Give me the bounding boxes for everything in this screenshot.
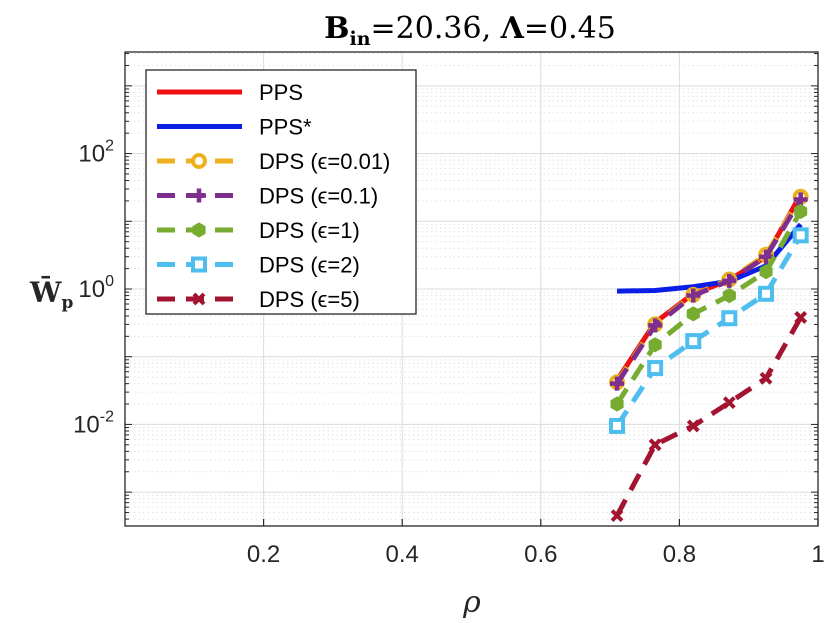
marker-plus <box>648 318 663 333</box>
x-tick-label: 0.6 <box>524 541 557 568</box>
x-tick-label: 0.4 <box>386 541 419 568</box>
marker-plus <box>722 273 737 288</box>
series-4 <box>610 203 808 412</box>
legend-label: DPS (ϵ=5) <box>259 287 360 312</box>
legend: PPS PPS* DPS (ϵ=0.01) DPS (ϵ=0.1) DPS (ϵ=1) D… <box>145 69 417 315</box>
legend-label: DPS (ϵ=0.01) <box>259 149 390 174</box>
marker-square <box>685 333 702 350</box>
series-5 <box>609 227 809 434</box>
marker-square <box>792 227 809 244</box>
marker-x <box>686 419 700 433</box>
series-layer <box>609 188 809 523</box>
marker-x <box>794 311 808 324</box>
marker-square <box>609 417 626 434</box>
marker-square <box>758 285 775 302</box>
title-sub-in: in <box>350 28 371 50</box>
x-tick-label: 1 <box>811 541 824 568</box>
marker-hexagon <box>794 203 808 219</box>
series-3 <box>610 192 808 391</box>
y-axis-label: W̄p <box>29 275 73 313</box>
marker-x <box>610 509 624 523</box>
y-tick-label: 10-2 <box>73 408 114 438</box>
title-lambda: Λ <box>500 11 525 46</box>
series-6 <box>610 311 808 523</box>
marker-hexagon <box>722 288 736 304</box>
title-b: B <box>324 11 349 46</box>
marker-plus <box>759 249 774 264</box>
grid <box>125 52 818 526</box>
series-line <box>614 234 803 428</box>
series-line <box>614 198 803 386</box>
marker-square <box>721 310 738 327</box>
chart-title: Bin=20.36, Λ=0.45 <box>324 11 616 50</box>
x-tick-label: 0.2 <box>247 541 280 568</box>
axis-ticks: 0.2 0.4 0.6 0.8 1 102 100 10-2 <box>73 53 825 568</box>
legend-label: DPS (ϵ=0.1) <box>259 184 378 209</box>
series-line <box>614 210 803 406</box>
marker-plus <box>192 188 206 203</box>
marker-hexagon <box>192 222 206 238</box>
series-line <box>614 316 803 517</box>
legend-box <box>145 69 417 315</box>
y-axis-label-main: W̄ <box>29 275 62 309</box>
title-eq1: =20.36, <box>371 11 501 46</box>
y-axis-label-sub: p <box>61 293 73 313</box>
legend-label: PPS <box>259 80 303 105</box>
marker-plus <box>610 376 625 391</box>
y-tick-label: 100 <box>78 273 114 303</box>
legend-label: PPS* <box>259 115 312 140</box>
marker-hexagon <box>759 264 773 280</box>
marker-x <box>759 371 773 385</box>
marker-hexagon <box>648 337 662 353</box>
marker-x <box>192 292 206 306</box>
marker-square <box>191 256 207 273</box>
legend-label: DPS (ϵ=2) <box>259 253 360 278</box>
marker-hexagon <box>610 396 624 412</box>
y-tick-label: 102 <box>78 138 114 168</box>
marker-square <box>647 360 664 377</box>
title-eq2: =0.45 <box>524 11 616 46</box>
marker-x <box>648 438 662 452</box>
marker-x <box>722 396 736 410</box>
legend-label: DPS (ϵ=1) <box>259 218 360 243</box>
marker-plus <box>686 288 701 303</box>
x-tick-label: 0.8 <box>663 541 696 568</box>
marker-hexagon <box>686 306 700 322</box>
x-axis-label: ρ <box>462 585 481 620</box>
marker-circle <box>191 153 207 169</box>
